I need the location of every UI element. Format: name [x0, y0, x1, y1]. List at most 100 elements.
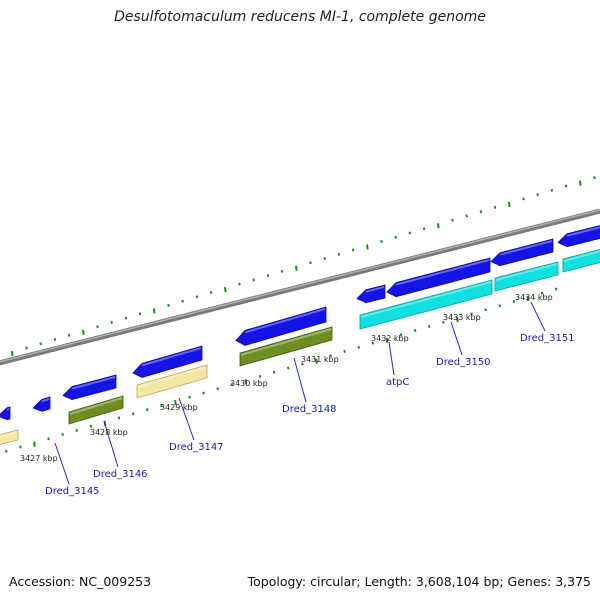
- scale-tick: [498, 304, 501, 308]
- scale-tick: [357, 345, 360, 349]
- scale-tick: [216, 387, 219, 391]
- gene-label-dred-3146[interactable]: Dred_3146: [93, 469, 148, 480]
- gene-label-dred-3151[interactable]: Dred_3151: [520, 333, 575, 344]
- feature-shine: [240, 328, 332, 356]
- scale-tick: [456, 316, 459, 322]
- scale-tick: [540, 291, 544, 295]
- gene-arrow[interactable]: [490, 238, 554, 267]
- scale-tick: [329, 354, 332, 358]
- gene-arrow[interactable]: [0, 406, 11, 421]
- gene-label-atpc[interactable]: atpC: [386, 377, 409, 388]
- gene-label-dred-3145[interactable]: Dred_3145: [45, 486, 100, 497]
- feature-shine: [395, 259, 490, 286]
- accession-text: Accession: NC_009253: [9, 574, 152, 589]
- scale-tick: [19, 445, 22, 449]
- outer-tick: [266, 274, 270, 278]
- outer-tick: [465, 214, 468, 218]
- scale-tick: [301, 362, 304, 366]
- outer-tick: [238, 282, 241, 286]
- gene-arrow[interactable]: [132, 345, 203, 378]
- scale-tick: [230, 383, 234, 387]
- outer-tick: [280, 269, 284, 273]
- label-leader: [54, 442, 70, 485]
- scale-tick: [202, 391, 205, 395]
- scale-tick: [287, 366, 290, 370]
- scale-tick: [385, 337, 389, 343]
- outer-tick: [479, 210, 483, 214]
- outer-tick: [53, 337, 57, 341]
- gene-arrow[interactable]: [62, 374, 117, 401]
- outer-tick: [550, 188, 554, 192]
- feature-shine: [499, 240, 553, 256]
- feature-shine: [563, 250, 600, 262]
- outer-tick: [536, 193, 539, 197]
- outer-tick: [323, 257, 326, 261]
- outer-tick: [593, 176, 596, 180]
- feature-band[interactable]: [562, 248, 600, 273]
- outer-tick: [295, 265, 298, 271]
- scale-tick: [117, 416, 121, 420]
- feature-shine: [41, 398, 50, 403]
- scale-tick: [371, 341, 375, 345]
- feature-band[interactable]: [239, 326, 333, 367]
- scale-tick: [89, 424, 93, 428]
- outer-tick: [493, 205, 497, 209]
- scale-tick: [428, 325, 431, 328]
- scale-tick: [526, 295, 530, 302]
- scale-tick: [554, 287, 558, 291]
- outer-tick: [11, 350, 14, 357]
- outer-tick: [39, 342, 42, 346]
- outer-tick: [380, 240, 383, 243]
- feature-band[interactable]: [0, 429, 19, 445]
- label-leader: [178, 397, 195, 441]
- outer-tick: [394, 235, 397, 239]
- scale-tick: [413, 329, 417, 333]
- feature-shine: [495, 263, 558, 281]
- gene-arrow[interactable]: [32, 396, 51, 412]
- feature-shine: [365, 286, 385, 293]
- scale-tick: [470, 312, 473, 316]
- scale-label: 3430 kbp: [230, 379, 268, 388]
- outer-tick: [351, 248, 355, 252]
- gene-label-dred-3148[interactable]: Dred_3148: [282, 404, 337, 415]
- label-leader: [103, 420, 119, 468]
- gene-arrow[interactable]: [386, 257, 491, 298]
- scale-label: 3434 kbp: [515, 293, 553, 302]
- scale-tick: [146, 408, 149, 412]
- scale-tick: [75, 429, 78, 432]
- outer-tick: [110, 320, 113, 324]
- outer-tick: [209, 291, 213, 295]
- scale-tick: [61, 433, 64, 437]
- outer-tick: [67, 333, 71, 337]
- map-title: Desulfotomaculum reducens MI-1, complete…: [114, 9, 486, 25]
- scale-label: 3433 kbp: [443, 313, 481, 322]
- gene-arrow[interactable]: [235, 306, 327, 346]
- gene-arrow[interactable]: [356, 284, 386, 304]
- scale-tick: [343, 349, 346, 353]
- outer-tick: [579, 180, 582, 186]
- feature-band[interactable]: [494, 261, 559, 292]
- feature-track: [0, 224, 600, 445]
- outer-tick: [408, 231, 412, 235]
- scale-tick-row: [5, 287, 558, 453]
- scale-label: 3429 kbp: [160, 403, 198, 412]
- scale-tick: [272, 370, 276, 374]
- label-leaders: [54, 301, 546, 485]
- gene-label-dred-3150[interactable]: Dred_3150: [436, 357, 491, 368]
- feature-band[interactable]: [359, 279, 493, 330]
- feature-band[interactable]: [68, 395, 124, 425]
- outer-tick: [252, 278, 255, 282]
- gene-labels: Dred_3145 Dred_3146 Dred_3147 Dred_3148 …: [45, 333, 575, 497]
- feature-shine: [141, 347, 202, 367]
- scale-tick: [442, 320, 445, 324]
- outer-tick: [337, 252, 341, 256]
- feature-shine: [6, 408, 10, 411]
- label-leader: [530, 301, 546, 332]
- outer-tick: [138, 312, 142, 316]
- gene-arrow[interactable]: [557, 224, 600, 248]
- gene-label-dred-3147[interactable]: Dred_3147: [169, 442, 224, 453]
- feature-shine: [360, 281, 492, 318]
- feature-band[interactable]: [136, 364, 208, 399]
- feature-shine: [244, 308, 326, 334]
- genome-backbone-highlight: [0, 209, 600, 363]
